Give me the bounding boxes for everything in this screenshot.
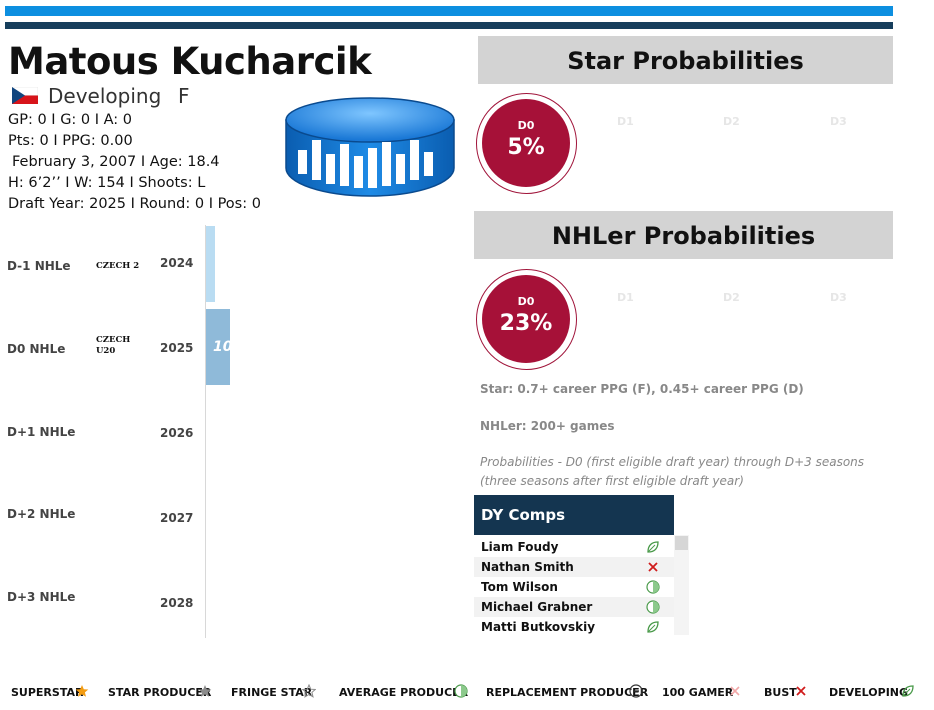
nhle-row-label: D+1 NHLe [7, 425, 76, 439]
season-year: 2026 [160, 426, 194, 440]
player-name: Matous Kucharcik [8, 40, 372, 83]
stats-line: GP: 0 I G: 0 I A: 0 [8, 112, 133, 128]
nhle-row-label: D-1 NHLe [7, 259, 71, 273]
comp-player-name: Matti Butkovskiy [481, 620, 596, 634]
developing-icon [647, 621, 659, 633]
light-x-icon [730, 686, 740, 696]
star-probability-d3[interactable]: D3 [830, 115, 847, 128]
star-probability-value: 5% [507, 135, 545, 160]
star-probability-d1[interactable]: D1 [617, 115, 634, 128]
legend-label-bust: BUST [764, 686, 797, 699]
season-year: 2027 [160, 511, 194, 525]
comp-player-name: Tom Wilson [481, 580, 558, 594]
league-name: CZECH 2 [96, 261, 140, 271]
nhler-probability-d0[interactable]: D0 23% [476, 269, 577, 370]
league-name: CZECH U20 [96, 335, 131, 356]
comp-player-name: Liam Foudy [481, 540, 559, 554]
minus-circle-icon [629, 684, 643, 698]
nhler-probability-d2[interactable]: D2 [723, 291, 740, 304]
birth-line: February 3, 2007 I Age: 18.4 [12, 154, 220, 170]
nhler-probability-d3[interactable]: D3 [830, 291, 847, 304]
star-definition-note: Star: 0.7+ career PPG (F), 0.45+ career … [480, 382, 804, 396]
comp-row[interactable]: Michael Grabner [474, 597, 674, 617]
legend-label-fringe-star: FRINGE STAR [231, 686, 313, 699]
legend-label-average-producer: AVERAGE PRODUCER [339, 686, 469, 699]
season-year: 2028 [160, 596, 194, 610]
legend-label-replacement-producer: REPLACEMENT PRODUCER [486, 686, 649, 699]
nhler-probabilities-header: NHLer Probabilities [474, 211, 893, 259]
nhle-row-label: D0 NHLe [7, 342, 66, 356]
nhle-axis-line [205, 225, 206, 638]
comps-scrollbar-thumb[interactable] [675, 536, 688, 550]
player-status: Developing [48, 84, 162, 108]
half-circle-icon [454, 684, 468, 698]
star-gray-icon [198, 685, 212, 697]
probability-note-line1: Probabilities - D0 (first eligible draft… [480, 455, 865, 469]
star-probability-fill: D0 5% [482, 99, 570, 187]
player-position: F [178, 84, 190, 108]
points-line: Pts: 0 I PPG: 0.00 [8, 133, 133, 149]
comps-scrollbar[interactable] [674, 535, 689, 635]
star-probability-d0[interactable]: D0 5% [476, 93, 577, 194]
nhle-bar-d0: 10 [206, 309, 230, 385]
dy-comps-header: DY Comps [474, 495, 674, 535]
comp-row[interactable]: Liam Foudy [474, 537, 674, 557]
nhler-probability-d1[interactable]: D1 [617, 291, 634, 304]
average-producer-icon [646, 580, 660, 594]
red-x-icon [796, 686, 806, 696]
comp-player-name: Michael Grabner [481, 600, 593, 614]
nhle-row-label: D+3 NHLe [7, 590, 76, 604]
puck-logo [285, 97, 455, 197]
comp-player-name: Nathan Smith [481, 560, 574, 574]
star-orange-icon [75, 685, 89, 697]
nhle-bar-value: 10 [213, 339, 230, 355]
bust-icon [648, 562, 658, 572]
legend-label-star-producer: STAR PRODUCER [108, 686, 212, 699]
czech-flag-icon [12, 87, 38, 104]
draft-line: Draft Year: 2025 I Round: 0 I Pos: 0 [8, 196, 261, 212]
nhler-probability-fill: D0 23% [482, 275, 570, 363]
legend-label-superstar: SUPERSTAR [11, 686, 84, 699]
comp-row[interactable]: Nathan Smith [474, 557, 674, 577]
star-probability-label: D0 [517, 119, 535, 132]
star-probability-d2[interactable]: D2 [723, 115, 740, 128]
body-line: H: 6’2’’ I W: 154 I Shoots: L [8, 175, 206, 191]
probability-note-line2: (three seasons after first eligible draf… [480, 474, 744, 488]
leaf-icon [902, 685, 914, 697]
developing-icon [647, 541, 659, 553]
legend-label-100-gamer: 100 GAMER [662, 686, 734, 699]
nhle-row-label: D+2 NHLe [7, 507, 76, 521]
season-year: 2025 [160, 341, 194, 355]
nhler-probability-label: D0 [517, 295, 535, 308]
star-probabilities-header: Star Probabilities [478, 36, 893, 84]
legend-label-developing: DEVELOPING [829, 686, 909, 699]
nhle-bar-d-minus-1 [206, 226, 215, 302]
star-outline-icon [302, 684, 316, 698]
comp-row[interactable]: Tom Wilson [474, 577, 674, 597]
nhler-probability-value: 23% [499, 311, 553, 336]
top-accent-bar [5, 6, 893, 16]
comp-row[interactable]: Matti Butkovskiy [474, 617, 674, 637]
nhler-definition-note: NHLer: 200+ games [480, 419, 615, 433]
top-dark-bar [5, 22, 893, 29]
average-producer-icon [646, 600, 660, 614]
season-year: 2024 [160, 256, 194, 270]
